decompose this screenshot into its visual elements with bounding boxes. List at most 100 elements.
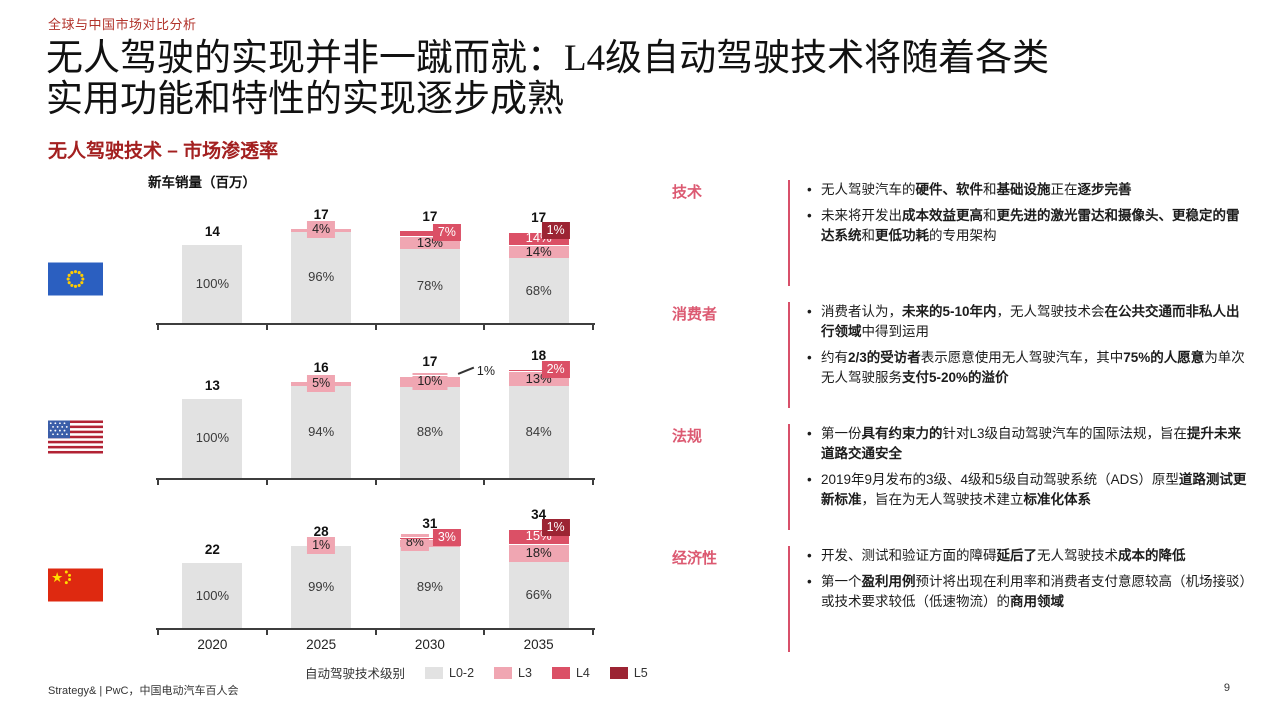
segment-pct-label: 94% <box>308 424 335 440</box>
bullet-marker: • <box>807 426 812 441</box>
segment-pct-chip-l4: 2% <box>541 361 570 379</box>
segment-pct-chip-l4: 7% <box>432 224 461 242</box>
bar-total-label: 14 <box>204 223 220 239</box>
legend-entry-l5: L5 <box>609 665 648 680</box>
segment-pct-label: 14% <box>525 243 552 259</box>
section-bullets: • 开发、测试和验证方面的障碍延后了无人驾驶技术成本的降低 • 第一个盈利用例预计将出… <box>807 546 1247 612</box>
segment-pct-chip-l3: 5% <box>307 374 336 392</box>
bar-segment-l0-2 <box>508 561 569 628</box>
segment-pct-label: 100% <box>195 587 229 603</box>
segment-pct-label: 66% <box>525 586 552 602</box>
legend-entry-l4: L4 <box>551 665 590 680</box>
chart-legend: 自动驾驶技术级别 L0-2 L3 L4 L5 <box>305 663 648 682</box>
legend-swatch <box>609 666 628 679</box>
section-bullets: • 消费者认为，未来的5-10年内，无人驾驶技术会在公共交通而非私人出行领域中得到… <box>807 302 1247 388</box>
bullet-item: • 开发、测试和验证方面的障碍延后了无人驾驶技术成本的降低 <box>807 546 1247 566</box>
china-flag-icon <box>48 568 103 602</box>
segment-pct-chip-l3: 4% <box>307 220 336 238</box>
x-axis-year-label: 2035 <box>523 637 554 652</box>
x-axis-tick <box>483 323 486 330</box>
bar-total-label: 22 <box>204 542 220 558</box>
bullet-marker: • <box>807 208 812 223</box>
bar-total-label: 17 <box>313 206 329 222</box>
bar-total-label: 13 <box>204 377 220 393</box>
bullet-item: • 约有2/3的受访者表示愿意使用无人驾驶汽车，其中75%的人愿意为单次无人驾驶服… <box>807 348 1247 388</box>
segment-pct-label: 68% <box>525 282 552 298</box>
segment-pct-label: 89% <box>416 579 443 595</box>
bar-total-label: 31 <box>422 515 438 531</box>
bullet-text: 第一份具有约束力的针对L3级自动驾驶汽车的国际法规，旨在提升未来道路交通安全 <box>821 426 1242 461</box>
bullet-item: • 未来将开发出成本效益更高和更先进的激光雷达和摄像头、更稳定的雷达系统和更低功耗… <box>807 206 1247 246</box>
bar-total-label: 17 <box>422 208 438 224</box>
bullet-marker: • <box>807 472 812 487</box>
legend-entry-label: L4 <box>575 665 590 680</box>
bullet-marker: • <box>807 350 812 365</box>
section-body: • 第一份具有约束力的针对L3级自动驾驶汽车的国际法规，旨在提升未来道路交通安全 •… <box>788 424 1247 530</box>
x-axis-tick <box>483 478 486 485</box>
x-axis-year-label: 2030 <box>414 637 445 652</box>
section-3: 法规 • 第一份具有约束力的针对L3级自动驾驶汽车的国际法规，旨在提升未来道路交通安… <box>672 424 1247 530</box>
bar-segment-l0-2 <box>508 385 569 478</box>
x-axis-year-label: 2020 <box>197 637 228 652</box>
bullet-marker: • <box>807 304 812 319</box>
x-axis-tick <box>265 323 268 330</box>
bullet-item: • 消费者认为，未来的5-10年内，无人驾驶技术会在公共交通而非私人出行领域中得到… <box>807 302 1247 342</box>
x-axis-tick <box>265 478 268 485</box>
section-2: 消费者 • 消费者认为，未来的5-10年内，无人驾驶技术会在公共交通而非私人出行领域… <box>672 302 1247 408</box>
x-axis-tick <box>265 628 268 635</box>
x-axis-tick <box>592 628 594 635</box>
bar-total-label: 18 <box>531 348 547 364</box>
bar-segment-l0-2 <box>399 546 460 628</box>
bar-segment-l4 <box>399 229 460 237</box>
segment-pct-label: 84% <box>525 423 552 439</box>
bullet-marker: • <box>807 182 812 197</box>
page-title-line-2: 实用功能和特性的实现逐步成熟 <box>46 79 564 120</box>
x-axis-tick <box>374 478 377 485</box>
x-axis-tick <box>374 323 377 330</box>
segment-pct-label: 100% <box>195 430 229 446</box>
legend-swatch <box>551 666 570 679</box>
chart-section-title: 无人驾驶技术 – 市场渗透率 <box>48 141 279 162</box>
bar-segment-l4 <box>508 369 569 372</box>
section-label: 消费者 <box>672 306 718 323</box>
eu-flag-icon <box>48 262 103 296</box>
legend-entry-l0-2: L0-2 <box>425 666 474 680</box>
bullet-text: 开发、测试和验证方面的障碍延后了无人驾驶技术成本的降低 <box>821 548 1186 563</box>
bullet-text: 2019年9月发布的3级、4级和5级自动驾驶系统（ADS）原型道路测试更新标准，… <box>821 472 1247 507</box>
segment-pct-label: 100% <box>195 275 229 291</box>
bar-segment-l0-2 <box>399 248 460 323</box>
section-label: 法规 <box>672 428 703 445</box>
page-title: 无人驾驶的实现并非一蹴而就：L4级自动驾驶技术将随着各类 实用功能和特性的实现逐… <box>46 38 1246 120</box>
x-axis-tick <box>592 323 594 330</box>
legend-entries: L0-2 L3 L4 L5 <box>425 666 648 680</box>
x-axis-tick <box>592 478 594 485</box>
legend-entry-label: L0-2 <box>449 665 475 680</box>
x-axis-tick <box>483 628 486 635</box>
bar-segment-l0-2 <box>182 563 243 628</box>
bar-segment-l0-2 <box>399 386 460 478</box>
eyebrow-label: 全球与中国市场对比分析 <box>48 17 197 32</box>
legend-entry-label: L5 <box>633 665 648 680</box>
legend-entry-label: L3 <box>518 665 532 680</box>
bar-total-label: 17 <box>422 354 438 370</box>
bar-segment-l0-2 <box>182 398 243 478</box>
legend-title: 自动驾驶技术级别 <box>305 667 406 681</box>
segment-pct-chip-l4: 3% <box>432 528 461 546</box>
segment-pct-chip-l3: 10% <box>412 372 448 390</box>
legend-swatch <box>425 666 444 679</box>
bullet-text: 第一个盈利用例预计将出现在利用率和消费者支付意愿较高（机场接驳）或技术要求较低（… <box>821 574 1247 609</box>
section-body: • 无人驾驶汽车的硬件、软件和基础设施正在逐步完善 • 未来将开发出成本效益更高和更先… <box>788 180 1247 286</box>
section-1: 技术 • 无人驾驶汽车的硬件、软件和基础设施正在逐步完善 • 未来将开发出成本效益更高和… <box>672 180 1247 286</box>
bullet-marker: • <box>807 548 812 563</box>
bar-total-label: 16 <box>313 360 329 376</box>
x-axis-tick <box>157 628 159 635</box>
bar-total-label: 28 <box>313 524 329 540</box>
footer-source: Strategy& | PwC，中国电动汽车百人会 <box>48 685 239 697</box>
bar-segment-l0-2 <box>508 258 569 323</box>
bullet-text: 无人驾驶汽车的硬件、软件和基础设施正在逐步完善 <box>821 182 1132 197</box>
bar-segment-l3 <box>399 539 460 547</box>
y-axis-unit-label: 新车销量（百万） <box>148 175 256 190</box>
segment-pct-label: 88% <box>416 424 443 440</box>
page-number: 9 <box>1223 682 1230 694</box>
segment-pct-chip-l3: 1% <box>307 536 336 554</box>
